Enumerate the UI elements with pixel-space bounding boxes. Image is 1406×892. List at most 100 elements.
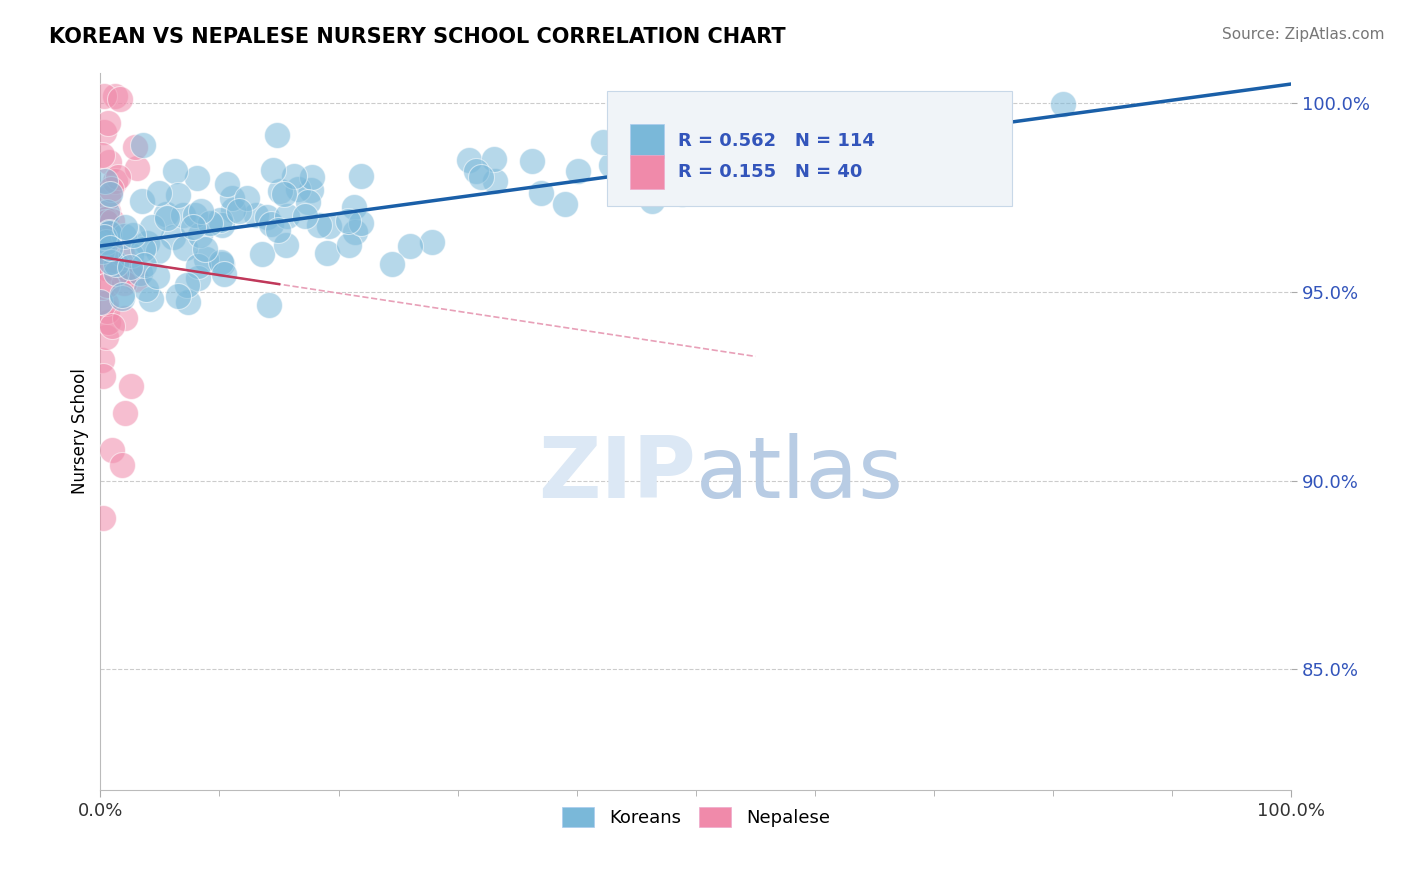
Point: [105, 257, 128, 271]
Point: [567, 164, 589, 178]
FancyBboxPatch shape: [630, 154, 664, 189]
Point: [162, 229, 184, 244]
Point: [114, 406, 136, 420]
Point: [530, 186, 553, 200]
Text: ZIP: ZIP: [538, 433, 696, 516]
Point: [250, 246, 273, 260]
Point: [257, 298, 280, 312]
Point: [262, 162, 284, 177]
Point: [141, 292, 163, 306]
Point: [267, 223, 290, 237]
Point: [136, 236, 159, 251]
Point: [592, 135, 614, 149]
Point: [101, 318, 124, 333]
Point: [148, 186, 170, 200]
Point: [111, 458, 134, 473]
Point: [287, 181, 309, 195]
FancyBboxPatch shape: [606, 91, 1011, 206]
Point: [484, 174, 506, 188]
Point: [96, 303, 118, 318]
Point: [93, 230, 115, 244]
Point: [259, 217, 281, 231]
Point: [167, 289, 190, 303]
Point: [89, 294, 111, 309]
Point: [276, 237, 298, 252]
FancyBboxPatch shape: [630, 123, 664, 158]
Point: [98, 225, 121, 239]
Point: [141, 219, 163, 234]
Point: [96, 256, 118, 270]
Point: [283, 169, 305, 183]
Point: [221, 203, 243, 218]
Point: [97, 204, 120, 219]
Point: [103, 88, 125, 103]
Point: [120, 248, 142, 262]
Point: [98, 187, 121, 202]
Point: [299, 182, 322, 196]
Point: [131, 242, 153, 256]
Point: [554, 196, 576, 211]
Text: KOREAN VS NEPALESE NURSERY SCHOOL CORRELATION CHART: KOREAN VS NEPALESE NURSERY SCHOOL CORREL…: [49, 27, 786, 46]
Text: R = 0.155   N = 40: R = 0.155 N = 40: [678, 163, 862, 181]
Point: [111, 288, 134, 302]
Point: [107, 169, 129, 184]
Point: [245, 208, 267, 222]
Point: [697, 170, 720, 185]
Point: [349, 217, 371, 231]
Point: [155, 207, 177, 221]
Point: [256, 210, 278, 224]
Point: [96, 215, 118, 229]
Point: [124, 139, 146, 153]
Point: [420, 235, 443, 249]
Point: [212, 267, 235, 281]
Point: [108, 92, 131, 106]
Point: [465, 163, 488, 178]
Point: [209, 255, 232, 269]
Point: [96, 295, 118, 310]
Point: [211, 218, 233, 232]
Point: [94, 260, 117, 275]
Point: [318, 219, 340, 234]
Point: [103, 174, 125, 188]
Point: [91, 211, 114, 226]
Point: [482, 152, 505, 166]
Point: [118, 260, 141, 274]
Point: [336, 213, 359, 227]
Point: [236, 190, 259, 204]
Point: [172, 208, 194, 222]
Point: [101, 213, 124, 227]
Point: [94, 211, 117, 226]
Point: [132, 138, 155, 153]
Point: [671, 187, 693, 202]
Point: [163, 164, 186, 178]
Point: [716, 169, 738, 183]
Point: [520, 153, 543, 168]
Point: [131, 194, 153, 208]
Point: [96, 277, 118, 292]
Point: [93, 125, 115, 139]
Point: [97, 191, 120, 205]
Point: [167, 188, 190, 202]
Point: [183, 219, 205, 234]
Point: [98, 154, 121, 169]
Point: [93, 88, 115, 103]
Point: [121, 227, 143, 242]
Point: [194, 242, 217, 256]
Point: [90, 244, 112, 258]
Point: [673, 171, 696, 186]
Point: [146, 244, 169, 258]
Point: [100, 443, 122, 458]
Point: [470, 169, 492, 184]
Point: [91, 352, 114, 367]
Point: [209, 212, 232, 227]
Point: [94, 174, 117, 188]
Point: [765, 159, 787, 173]
Point: [118, 263, 141, 277]
Point: [381, 257, 404, 271]
Point: [110, 266, 132, 280]
Point: [641, 194, 664, 208]
Point: [1052, 97, 1074, 112]
Point: [111, 291, 134, 305]
Point: [114, 311, 136, 326]
Point: [297, 194, 319, 209]
